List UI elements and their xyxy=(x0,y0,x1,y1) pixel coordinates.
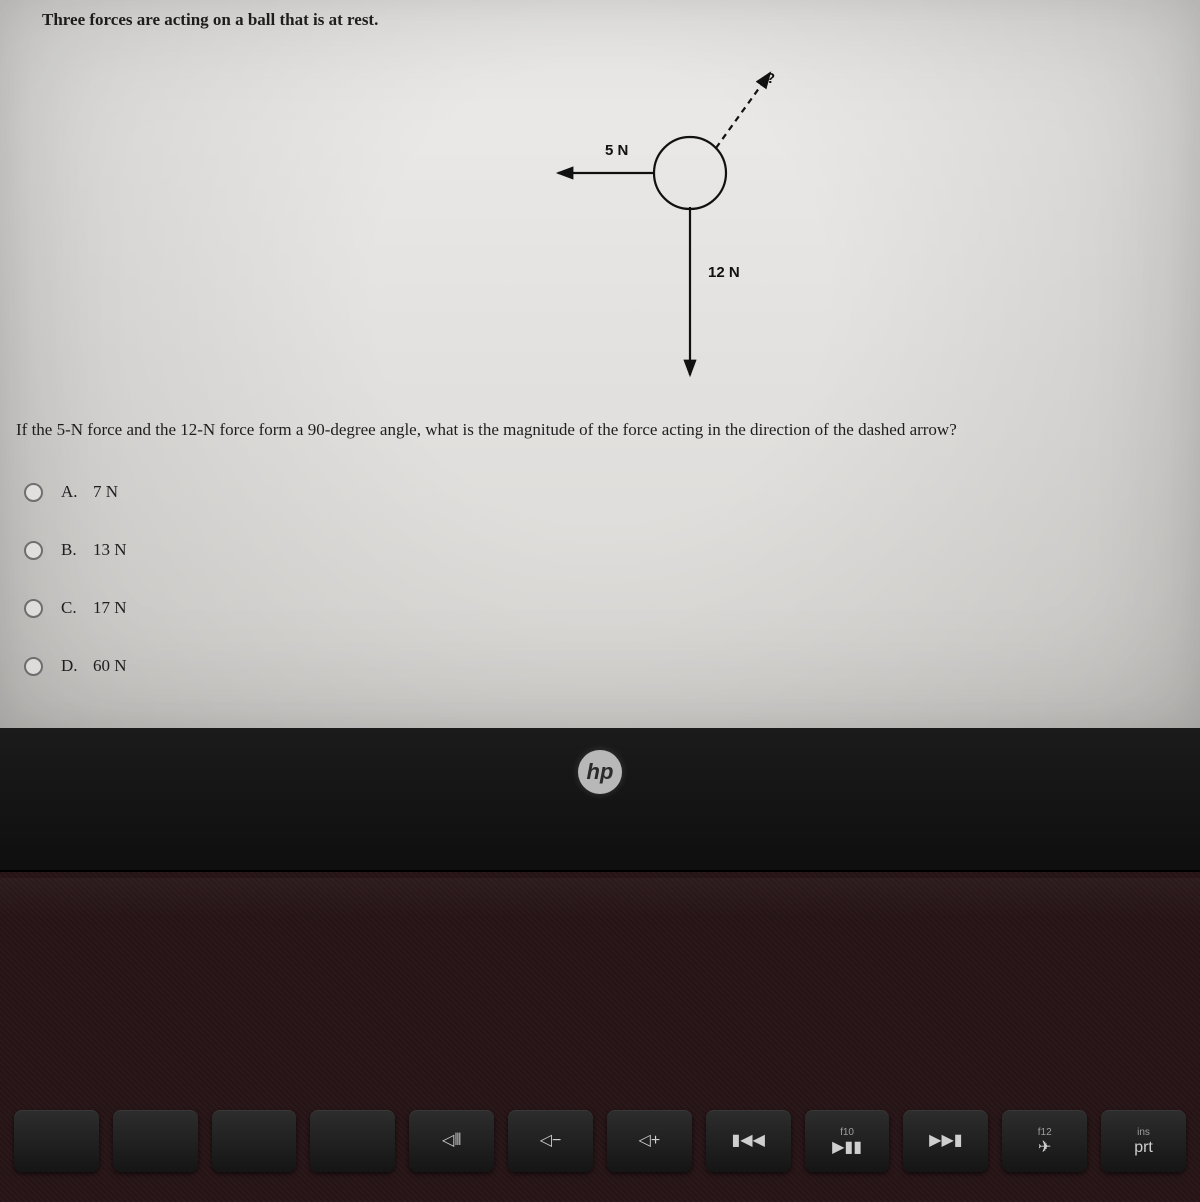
function-key[interactable] xyxy=(113,1110,198,1172)
function-key[interactable]: ◁⦀ xyxy=(409,1110,494,1172)
question-prompt: If the 5-N force and the 12-N force form… xyxy=(16,420,1184,440)
option-text: 60 N xyxy=(93,656,127,676)
force-diagram: 5 N 12 N? xyxy=(460,55,860,395)
option-letter: D. xyxy=(61,656,83,676)
answer-option[interactable]: B. 13 N xyxy=(24,529,127,571)
key-glyph-icon: ▮◀◀ xyxy=(732,1133,765,1149)
answer-options: A. 7 N B. 13 N C. 17 N D. 60 N xyxy=(24,455,127,703)
option-text: 7 N xyxy=(93,482,118,502)
radio-icon[interactable] xyxy=(24,483,43,502)
function-key[interactable]: ins prt xyxy=(1101,1110,1186,1172)
option-letter: B. xyxy=(61,540,83,560)
radio-icon[interactable] xyxy=(24,599,43,618)
function-key[interactable]: ▶▶▮ xyxy=(903,1110,988,1172)
function-key[interactable] xyxy=(310,1110,395,1172)
key-glyph-icon: ◁⦀ xyxy=(442,1133,461,1149)
key-glyph-icon: ▶▮▮ xyxy=(832,1140,862,1156)
hp-logo-icon: hp xyxy=(578,750,622,794)
function-key-row: ◁⦀ ◁− ◁+ ▮◀◀ f10 ▶▮▮ ▶▶▮ f12 ✈ ins prt xyxy=(0,1110,1200,1190)
answer-option[interactable]: C. 17 N xyxy=(24,587,127,629)
quiz-screen: Three forces are acting on a ball that i… xyxy=(0,0,1200,730)
option-letter: C. xyxy=(61,598,83,618)
key-tag: f12 xyxy=(1038,1127,1052,1138)
svg-text:?: ? xyxy=(766,70,775,87)
function-key[interactable]: f10 ▶▮▮ xyxy=(805,1110,890,1172)
laptop-brand-area: hp xyxy=(0,750,1200,794)
key-glyph-icon: ◁+ xyxy=(639,1133,661,1149)
question-title: Three forces are acting on a ball that i… xyxy=(42,10,378,30)
option-text: 17 N xyxy=(93,598,127,618)
option-letter: A. xyxy=(61,482,83,502)
answer-option[interactable]: A. 7 N xyxy=(24,471,127,513)
function-key[interactable]: ◁+ xyxy=(607,1110,692,1172)
radio-icon[interactable] xyxy=(24,657,43,676)
key-glyph-icon: ▶▶▮ xyxy=(929,1133,962,1149)
key-glyph-icon: prt xyxy=(1134,1140,1153,1156)
key-tag: ins xyxy=(1137,1127,1150,1138)
function-key[interactable]: ▮◀◀ xyxy=(706,1110,791,1172)
option-text: 13 N xyxy=(93,540,127,560)
function-key[interactable]: f12 ✈ xyxy=(1002,1110,1087,1172)
key-glyph-icon: ✈ xyxy=(1038,1140,1051,1156)
function-key[interactable] xyxy=(14,1110,99,1172)
svg-text:12 N: 12 N xyxy=(708,264,740,281)
key-glyph-icon: ◁− xyxy=(540,1133,562,1149)
key-tag: f10 xyxy=(840,1127,854,1138)
answer-option[interactable]: D. 60 N xyxy=(24,645,127,687)
function-key[interactable]: ◁− xyxy=(508,1110,593,1172)
diagram-svg: 5 N 12 N? xyxy=(460,55,860,395)
radio-icon[interactable] xyxy=(24,541,43,560)
function-key[interactable] xyxy=(212,1110,297,1172)
svg-text:5 N: 5 N xyxy=(605,142,628,159)
